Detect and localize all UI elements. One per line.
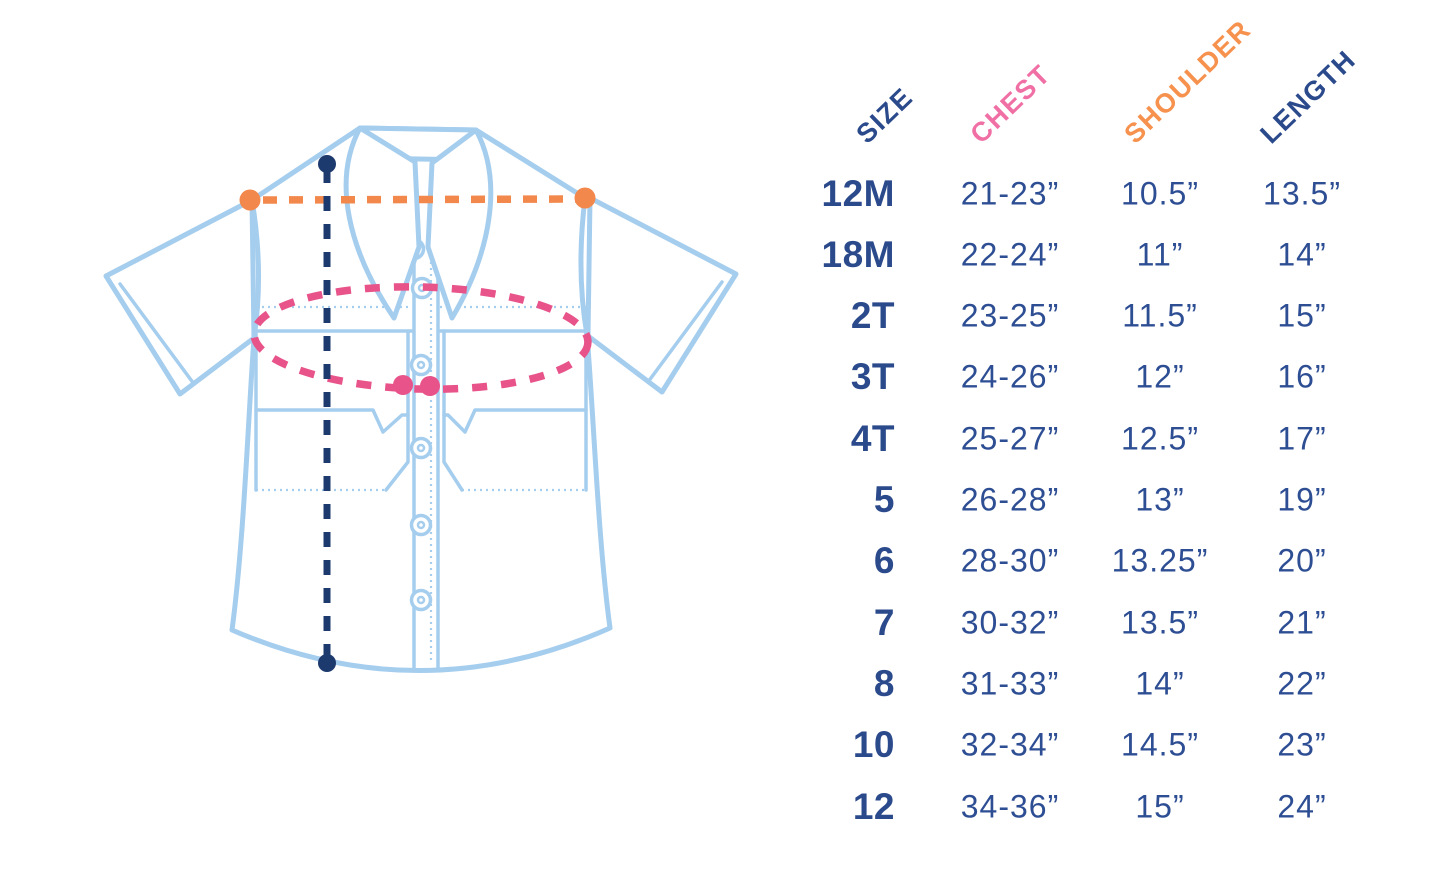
chest-dot-left [393,375,413,395]
size-value: 12 [852,785,895,827]
size-row-7: 7 30-32” 13.5” 21” [0,592,1445,653]
shoulder-value: 13” [1135,481,1185,518]
chest-measure-ellipse [250,283,592,393]
shoulder-value: 12” [1135,358,1185,395]
length-value: 19” [1277,481,1327,518]
button [409,588,433,612]
left-sleeve [103,197,257,397]
shoulder-value: 15” [1135,788,1185,824]
length-value: 22” [1277,665,1327,702]
chest-value: 30-32” [960,604,1060,641]
length-value: 15” [1277,297,1327,334]
size-value: 5 [873,479,895,520]
chest-value: 26-28” [960,481,1060,518]
size-row-4T: 4T 25-27” 12.5” 17” [0,408,1445,469]
shoulder-value: 14” [1135,665,1185,702]
chest-value: 22-24” [960,236,1060,273]
left-cuff-seam [118,282,196,386]
size-value: 18M [821,233,895,275]
measurement-overlays [239,155,596,672]
size-value: 10 [852,724,895,766]
shoulder-dot-right [574,187,596,209]
left-pocket-flap [254,408,410,434]
shoulder-value: 11” [1136,236,1184,273]
right-pocket-flap [442,408,588,434]
shoulder-value: 14.5” [1121,726,1199,763]
button-hole [416,360,426,370]
button [409,513,433,537]
chest-value: 24-26” [960,358,1060,395]
collar-left [343,125,422,321]
chest-value: 25-27” [960,420,1060,457]
length-value: 21” [1277,604,1327,641]
button-hole [416,443,426,453]
chest-value: 21-23” [960,175,1060,211]
size-row-18M: 18M 22-24” 11” 14” [0,224,1445,285]
size-row-6: 6 28-30” 13.25” 20” [0,531,1445,592]
size-row-12: 12 34-36” 15” 24” [0,776,1445,837]
length-value: 13.5” [1263,175,1341,211]
chest-value: 32-34” [960,726,1060,763]
length-dot-top [318,155,336,173]
shoulder-value: 11.5” [1122,297,1198,334]
size-value: 7 [873,601,895,643]
length-value: 23” [1277,726,1327,763]
shoulder-measure-line [262,195,578,204]
size-value: 6 [873,540,895,582]
size-value: 2T [850,295,895,337]
collar-right [425,127,494,321]
length-value: 20” [1277,542,1327,579]
chest-dot-right [420,376,440,396]
shirt-illustration [103,125,739,673]
button-hole [416,520,426,530]
button-hole [416,595,426,605]
shoulder-value: 12.5” [1121,420,1199,457]
size-row-12M: 12M 21-23” 10.5” 13.5” [0,163,1445,224]
length-value: 14” [1277,236,1327,273]
button [409,436,433,460]
shoulder-value: 13.5” [1121,604,1199,641]
right-cuff-seam [646,280,724,384]
size-row-10: 10 32-34” 14.5” 23” [0,715,1445,776]
right-sleeve [585,195,739,395]
length-dot-bottom [318,654,336,672]
chest-value: 28-30” [960,542,1060,579]
chest-value: 31-33” [960,665,1060,702]
size-row-5: 5 26-28” 13” 19” [0,470,1445,531]
size-value: 12M [821,172,895,214]
size-value: 3T [850,356,895,398]
size-row-3T: 3T 24-26” 12” 16” [0,347,1445,408]
chest-value: 23-25” [960,297,1060,334]
button [409,353,433,377]
length-value: 24” [1277,788,1327,824]
chest-value: 34-36” [960,788,1060,824]
shoulder-dot-left [239,189,261,211]
length-value: 16” [1277,358,1327,395]
shoulder-value: 10.5” [1121,175,1199,211]
size-value: 8 [873,662,895,704]
length-value: 17” [1277,420,1327,457]
size-value: 4T [850,417,895,459]
shoulder-value: 13.25” [1111,542,1209,579]
size-row-8: 8 31-33” 14” 22” [0,653,1445,714]
size-row-2T: 2T 23-25” 11.5” 15” [0,286,1445,347]
